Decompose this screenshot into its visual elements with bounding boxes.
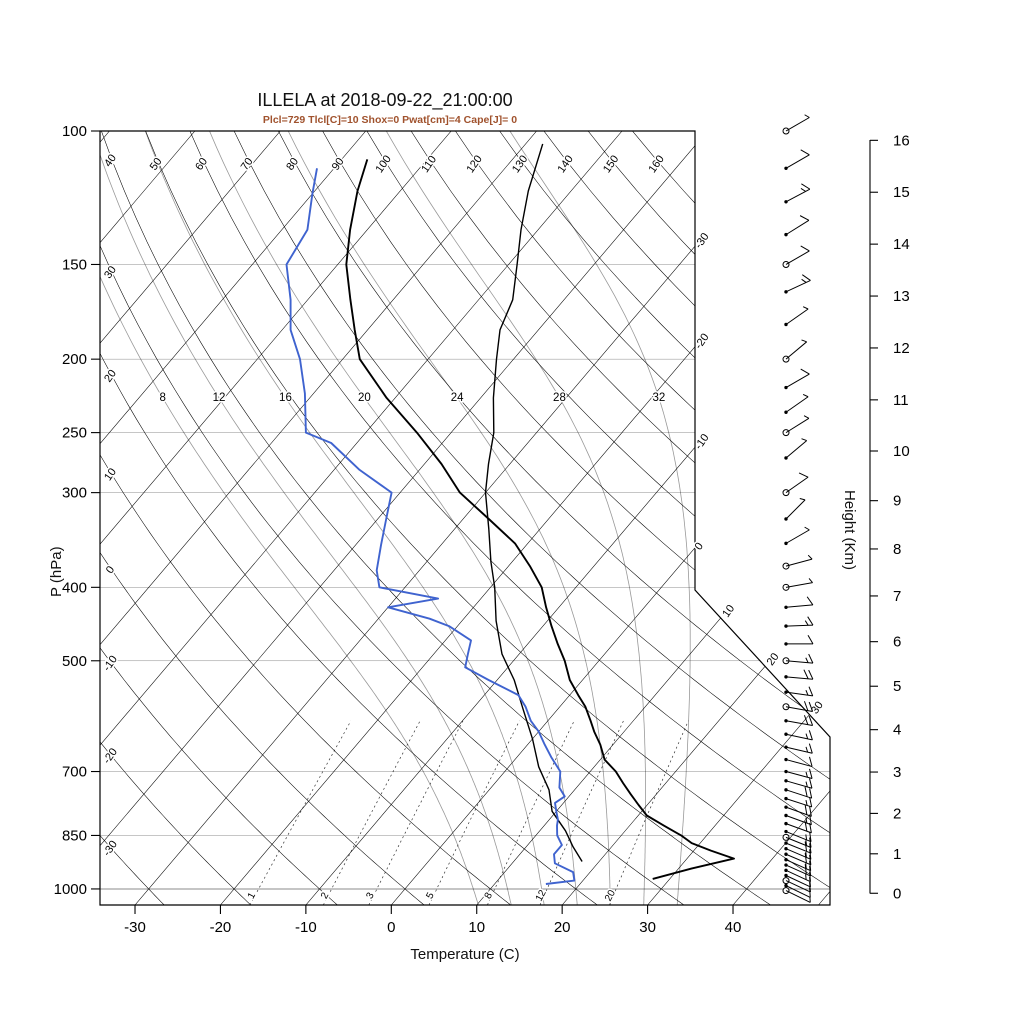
svg-text:20: 20: [765, 651, 782, 668]
grid-mixing-ratio-lines: [249, 720, 689, 905]
svg-text:20: 20: [358, 392, 371, 404]
svg-text:6: 6: [893, 634, 901, 651]
grid-pressure-lines: [100, 131, 830, 890]
svg-text:15: 15: [893, 184, 910, 201]
svg-text:8: 8: [483, 890, 496, 900]
svg-text:-30: -30: [124, 919, 146, 936]
svg-text:850: 850: [62, 827, 87, 844]
parcel-trace: [484, 143, 583, 862]
svg-text:16: 16: [279, 392, 292, 404]
svg-text:5: 5: [893, 678, 901, 695]
svg-text:160: 160: [647, 153, 667, 175]
svg-text:400: 400: [62, 579, 87, 596]
svg-text:1000: 1000: [54, 881, 87, 898]
svg-text:-20: -20: [210, 919, 232, 936]
svg-text:7: 7: [893, 588, 901, 605]
svg-text:5: 5: [424, 890, 437, 900]
sounding-traces: [285, 143, 735, 885]
chart-indices: Plcl=729 Tlcl[C]=10 Shox=0 Pwat[cm]=4 Ca…: [262, 114, 518, 126]
svg-text:13: 13: [893, 288, 910, 305]
svg-text:3: 3: [364, 890, 377, 900]
height-axis-label: Height (Km): [841, 490, 858, 571]
svg-text:-10: -10: [295, 919, 317, 936]
svg-text:2: 2: [893, 805, 901, 822]
grid-moist-adiabats: [100, 131, 691, 905]
svg-text:14: 14: [893, 236, 910, 253]
svg-text:-30: -30: [101, 839, 120, 859]
svg-text:130: 130: [510, 153, 530, 175]
svg-text:40: 40: [725, 919, 742, 936]
svg-text:0: 0: [893, 885, 901, 902]
svg-text:80: 80: [284, 156, 301, 173]
svg-text:30: 30: [639, 919, 656, 936]
svg-text:0: 0: [387, 919, 395, 936]
svg-text:70: 70: [239, 156, 256, 173]
svg-text:10: 10: [102, 466, 119, 483]
svg-text:140: 140: [556, 153, 576, 175]
plot-border: [99, 130, 831, 906]
svg-text:20: 20: [554, 919, 571, 936]
svg-text:8: 8: [159, 392, 165, 404]
svg-text:10: 10: [720, 603, 737, 620]
axis-ticks: [91, 130, 878, 914]
svg-text:0: 0: [104, 564, 117, 576]
svg-text:28: 28: [553, 392, 566, 404]
svg-text:150: 150: [601, 153, 621, 175]
chart-title: ILLELA at 2018-09-22_21:00:00: [257, 90, 513, 110]
svg-text:24: 24: [451, 392, 464, 404]
dewpoint-trace: [285, 168, 576, 885]
svg-text:12: 12: [893, 340, 910, 357]
temperature-trace: [345, 159, 735, 880]
svg-text:150: 150: [62, 256, 87, 273]
temperature-axis-label: Temperature (C): [410, 946, 520, 963]
svg-text:12: 12: [213, 392, 226, 404]
svg-text:2: 2: [319, 890, 332, 900]
svg-text:120: 120: [465, 153, 485, 175]
svg-text:300: 300: [62, 485, 87, 502]
svg-text:100: 100: [62, 123, 87, 140]
svg-text:16: 16: [893, 132, 910, 149]
svg-text:110: 110: [419, 154, 439, 175]
svg-text:8: 8: [893, 541, 901, 558]
svg-text:3: 3: [893, 764, 901, 781]
svg-text:100: 100: [374, 153, 394, 175]
svg-text:500: 500: [62, 653, 87, 670]
svg-text:4: 4: [893, 722, 901, 739]
svg-text:9: 9: [893, 493, 901, 510]
svg-text:10: 10: [893, 443, 910, 460]
svg-text:11: 11: [893, 392, 909, 409]
svg-text:200: 200: [62, 351, 87, 368]
svg-text:700: 700: [62, 764, 87, 781]
wind-barbs: [782, 114, 814, 903]
svg-text:1: 1: [893, 846, 901, 863]
svg-text:30: 30: [102, 264, 119, 281]
svg-text:20: 20: [102, 368, 119, 385]
svg-text:10: 10: [468, 919, 485, 936]
pressure-axis-label: P (hPa): [48, 546, 65, 597]
svg-text:32: 32: [653, 392, 666, 404]
svg-text:250: 250: [62, 425, 87, 442]
svg-text:1: 1: [246, 890, 259, 900]
